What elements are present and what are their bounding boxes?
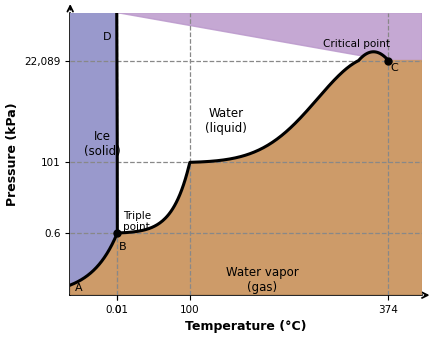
Polygon shape <box>117 52 422 295</box>
Text: Water vapor
(gas): Water vapor (gas) <box>226 266 299 294</box>
Polygon shape <box>70 13 117 285</box>
Text: Water
(liquid): Water (liquid) <box>205 107 247 135</box>
Polygon shape <box>70 233 117 295</box>
Text: Critical point: Critical point <box>323 39 390 48</box>
Polygon shape <box>70 52 422 295</box>
X-axis label: Temperature (°C): Temperature (°C) <box>185 320 307 334</box>
Text: Ice
(solid): Ice (solid) <box>85 130 121 158</box>
Text: C: C <box>390 63 398 73</box>
Polygon shape <box>70 13 422 233</box>
Polygon shape <box>70 13 117 285</box>
Y-axis label: Pressure (kPa): Pressure (kPa) <box>6 102 19 206</box>
Text: Triple
point: Triple point <box>123 211 151 232</box>
Text: D: D <box>103 32 112 42</box>
Polygon shape <box>70 13 117 285</box>
Text: B: B <box>119 242 126 253</box>
Text: A: A <box>75 283 83 293</box>
